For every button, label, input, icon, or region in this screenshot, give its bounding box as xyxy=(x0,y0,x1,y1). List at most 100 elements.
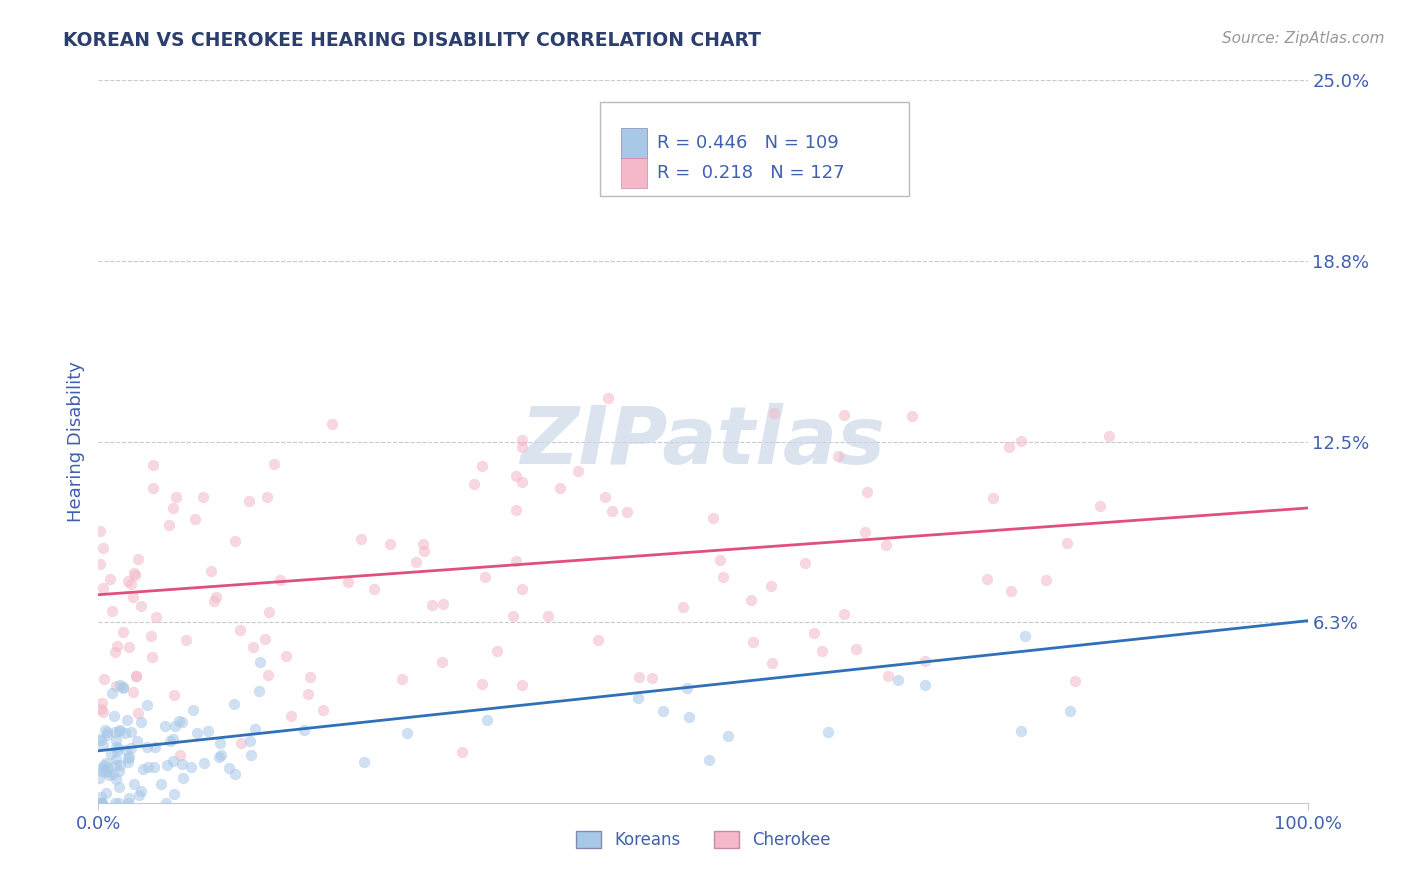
Point xyxy=(96,764,118,778)
Point xyxy=(856,484,879,499)
Point xyxy=(107,723,129,738)
Point xyxy=(595,490,617,504)
Point xyxy=(596,391,619,405)
Point xyxy=(641,671,664,685)
Point xyxy=(240,748,263,763)
Point xyxy=(105,752,128,766)
Point xyxy=(914,654,936,668)
Point xyxy=(165,490,187,504)
Point xyxy=(337,574,360,589)
Point xyxy=(118,750,141,764)
Point xyxy=(321,417,343,431)
Point xyxy=(167,714,190,728)
Point xyxy=(485,644,508,658)
Point xyxy=(502,609,524,624)
Point xyxy=(567,464,589,478)
Point xyxy=(96,728,118,742)
Point xyxy=(537,608,560,623)
Point xyxy=(104,733,127,747)
Point xyxy=(91,541,114,556)
Point xyxy=(150,777,173,791)
Point xyxy=(90,696,112,710)
Point xyxy=(363,582,385,596)
Point xyxy=(239,734,262,748)
Point xyxy=(432,598,454,612)
Point xyxy=(163,688,186,702)
Point xyxy=(740,592,762,607)
Point xyxy=(263,457,285,471)
Point xyxy=(200,564,222,578)
Point xyxy=(412,544,434,558)
Point xyxy=(853,525,876,540)
Point xyxy=(157,518,180,533)
Point xyxy=(141,650,163,665)
Point xyxy=(91,761,114,775)
Point xyxy=(117,750,139,764)
Point xyxy=(353,755,375,769)
Point xyxy=(89,796,111,810)
Point xyxy=(292,723,315,737)
Point xyxy=(420,598,443,612)
Point xyxy=(832,409,855,423)
Point xyxy=(143,739,166,754)
Point xyxy=(118,640,141,654)
Point xyxy=(155,796,177,810)
Point xyxy=(243,722,266,736)
Point xyxy=(510,475,533,489)
Point xyxy=(249,655,271,669)
Bar xyxy=(621,158,647,188)
Point xyxy=(107,796,129,810)
Point xyxy=(471,677,494,691)
Point xyxy=(1098,429,1121,443)
Point xyxy=(378,537,401,551)
Text: R =  0.218   N = 127: R = 0.218 N = 127 xyxy=(657,164,845,182)
Point xyxy=(901,409,924,424)
Legend: Koreans, Cherokee: Koreans, Cherokee xyxy=(569,824,837,856)
Point xyxy=(103,767,125,781)
Point xyxy=(257,667,280,681)
Point xyxy=(107,780,129,795)
Point xyxy=(762,406,785,420)
Point xyxy=(247,684,270,698)
Point xyxy=(104,725,127,739)
Point xyxy=(90,796,112,810)
Point xyxy=(122,777,145,791)
Point xyxy=(124,568,146,582)
Point xyxy=(675,681,697,695)
Point xyxy=(122,566,145,580)
Point xyxy=(135,698,157,712)
Point xyxy=(125,734,148,748)
Point xyxy=(697,753,720,767)
Point xyxy=(120,740,142,755)
Point xyxy=(405,555,427,569)
Point xyxy=(193,490,215,504)
Text: KOREAN VS CHEROKEE HEARING DISABILITY CORRELATION CHART: KOREAN VS CHEROKEE HEARING DISABILITY CO… xyxy=(63,31,761,50)
Point xyxy=(110,678,132,692)
Point xyxy=(1010,723,1032,738)
Point xyxy=(741,635,763,649)
Point xyxy=(269,573,291,587)
Point xyxy=(876,669,898,683)
Point xyxy=(163,787,186,801)
Point xyxy=(209,748,232,763)
Point xyxy=(312,704,335,718)
Point xyxy=(97,768,120,782)
Text: ZIPatlas: ZIPatlas xyxy=(520,402,886,481)
FancyBboxPatch shape xyxy=(600,102,908,196)
Point xyxy=(1000,584,1022,599)
Point xyxy=(803,625,825,640)
Point xyxy=(122,685,145,699)
Point xyxy=(208,749,231,764)
Point xyxy=(845,642,868,657)
Point xyxy=(91,796,114,810)
Point xyxy=(183,703,205,717)
Point xyxy=(127,706,149,721)
Point xyxy=(238,494,260,508)
Point xyxy=(90,789,112,804)
Point xyxy=(87,771,110,785)
Point xyxy=(104,740,127,755)
Point xyxy=(827,449,849,463)
Point xyxy=(229,736,252,750)
Point xyxy=(124,668,146,682)
Point xyxy=(981,491,1004,505)
